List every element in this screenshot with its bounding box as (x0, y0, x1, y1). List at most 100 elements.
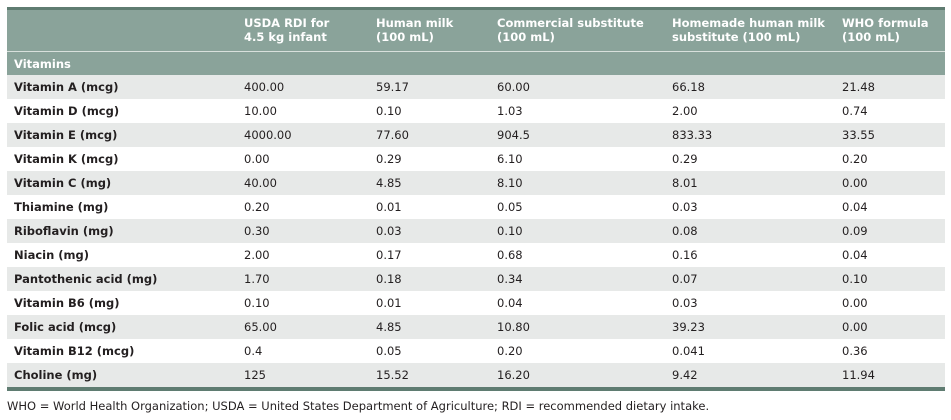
table-cell: 60.00 (497, 80, 530, 94)
column-header-line: substitute (100 mL) (672, 30, 801, 44)
table-cell: 0.00 (842, 320, 868, 334)
table-cell: 1.70 (244, 272, 270, 286)
row-label: Folic acid (mcg) (14, 320, 117, 334)
row-label: Vitamin A (mcg) (14, 80, 119, 94)
table-cell: 0.04 (497, 296, 523, 310)
column-header: Homemade human milk substitute (100 mL) (672, 8, 842, 52)
row-label: Vitamin C (mg) (14, 176, 112, 190)
table-cell: 0.05 (376, 344, 402, 358)
table-cell: 0.10 (244, 296, 270, 310)
row-label: Choline (mg) (14, 368, 98, 382)
column-header-line: 4.5 kg infant (244, 30, 327, 44)
footnote: WHO = World Health Organization; USDA = … (7, 399, 710, 413)
table-cell: 0.01 (376, 296, 402, 310)
table-cell: 0.29 (672, 152, 698, 166)
table-cell: 1.03 (497, 104, 523, 118)
row-label: Vitamin K (mcg) (14, 152, 119, 166)
table-cell: 0.03 (672, 200, 698, 214)
header-row: USDA RDI for 4.5 kg infant Human milk (100 … (7, 8, 945, 52)
table-cell: 39.23 (672, 320, 705, 334)
table-cell: 0.00 (842, 296, 868, 310)
table-cell: 0.10 (842, 272, 868, 286)
table-cell: 0.68 (497, 248, 523, 262)
table-cell: 21.48 (842, 80, 875, 94)
table-row: Vitamin B12 (mcg) 0.4 0.05 0.20 0.041 0.36 (7, 339, 945, 363)
table-row: Folic acid (mcg) 65.00 4.85 10.80 39.23 0.00 (7, 315, 945, 339)
table-cell: 0.30 (244, 224, 270, 238)
table-cell: 0.01 (376, 200, 402, 214)
section-label: Vitamins (14, 56, 71, 71)
column-header-line: (100 mL) (497, 30, 555, 44)
table-cell: 10.00 (244, 104, 277, 118)
column-header-line: WHO formula (842, 16, 929, 30)
column-header-line: Commercial substitute (497, 16, 644, 30)
row-label: Vitamin D (mcg) (14, 104, 120, 118)
table-cell: 0.00 (842, 176, 868, 190)
table-cell: 11.94 (842, 368, 875, 382)
table-row: Thiamine (mg) 0.20 0.01 0.05 0.03 0.04 (7, 195, 945, 219)
column-header-line: (100 mL) (842, 30, 900, 44)
column-header (7, 8, 244, 52)
table-cell: 8.10 (497, 176, 523, 190)
table-row: Vitamin D (mcg) 10.00 0.10 1.03 2.00 0.74 (7, 99, 945, 123)
table-cell: 65.00 (244, 320, 277, 334)
table-cell: 0.34 (497, 272, 523, 286)
table-cell: 6.10 (497, 152, 523, 166)
table-cell: 2.00 (672, 104, 698, 118)
table-cell: 0.00 (244, 152, 270, 166)
row-label: Pantothenic acid (mg) (14, 272, 158, 286)
column-header: Human milk (100 mL) (376, 8, 497, 52)
table-cell: 66.18 (672, 80, 705, 94)
table-cell: 8.01 (672, 176, 698, 190)
row-label: Thiamine (mg) (14, 200, 109, 214)
table-cell: 0.041 (672, 344, 705, 358)
table-cell: 9.42 (672, 368, 698, 382)
table-cell: 0.10 (497, 224, 523, 238)
column-header: WHO formula (100 mL) (842, 8, 945, 52)
vitamins-table: USDA RDI for 4.5 kg infant Human milk (100 … (7, 7, 945, 391)
table-cell: 10.80 (497, 320, 530, 334)
table-cell: 0.36 (842, 344, 868, 358)
table-cell: 4.85 (376, 176, 402, 190)
row-label: Riboflavin (mg) (14, 224, 114, 238)
row-label: Vitamin B12 (mcg) (14, 344, 135, 358)
table-cell: 0.05 (497, 200, 523, 214)
table-cell: 4.85 (376, 320, 402, 334)
table-row: Riboflavin (mg) 0.30 0.03 0.10 0.08 0.09 (7, 219, 945, 243)
table-cell: 0.74 (842, 104, 868, 118)
column-header: Commercial substitute (100 mL) (497, 8, 672, 52)
table-cell: 0.20 (842, 152, 868, 166)
table-cell: 0.18 (376, 272, 402, 286)
table-row: Vitamin E (mcg) 4000.00 77.60 904.5 833.33 33… (7, 123, 945, 147)
table-cell: 2.00 (244, 248, 270, 262)
table-cell: 125 (244, 368, 266, 382)
table-cell: 904.5 (497, 128, 530, 142)
table-cell: 0.07 (672, 272, 698, 286)
table-cell: 16.20 (497, 368, 530, 382)
table-cell: 400.00 (244, 80, 285, 94)
table-cell: 77.60 (376, 128, 409, 142)
column-header-line: USDA RDI for (244, 16, 330, 30)
table-cell: 0.10 (376, 104, 402, 118)
table-row: Niacin (mg) 2.00 0.17 0.68 0.16 0.04 (7, 243, 945, 267)
column-header-line: (100 mL) (376, 30, 434, 44)
table-cell: 0.29 (376, 152, 402, 166)
table-cell: 0.04 (842, 248, 868, 262)
table-row: Pantothenic acid (mg) 1.70 0.18 0.34 0.07 0.1… (7, 267, 945, 291)
table-cell: 0.08 (672, 224, 698, 238)
table-cell: 833.33 (672, 128, 713, 142)
table-cell: 0.4 (244, 344, 263, 358)
table-cell: 59.17 (376, 80, 409, 94)
table-cell: 0.16 (672, 248, 698, 262)
column-header-line (14, 30, 244, 44)
column-header: USDA RDI for 4.5 kg infant (244, 8, 376, 52)
table-cell: 0.17 (376, 248, 402, 262)
table-row: Vitamin K (mcg) 0.00 0.29 6.10 0.29 0.20 (7, 147, 945, 171)
table-cell: 0.20 (497, 344, 523, 358)
table-row: Vitamin C (mg) 40.00 4.85 8.10 8.01 0.00 (7, 171, 945, 195)
table-row: Vitamin B6 (mg) 0.10 0.01 0.04 0.03 0.00 (7, 291, 945, 315)
table-cell: 0.20 (244, 200, 270, 214)
column-header-line: Human milk (376, 16, 454, 30)
column-header-line (14, 16, 244, 30)
table-cell: 40.00 (244, 176, 277, 190)
